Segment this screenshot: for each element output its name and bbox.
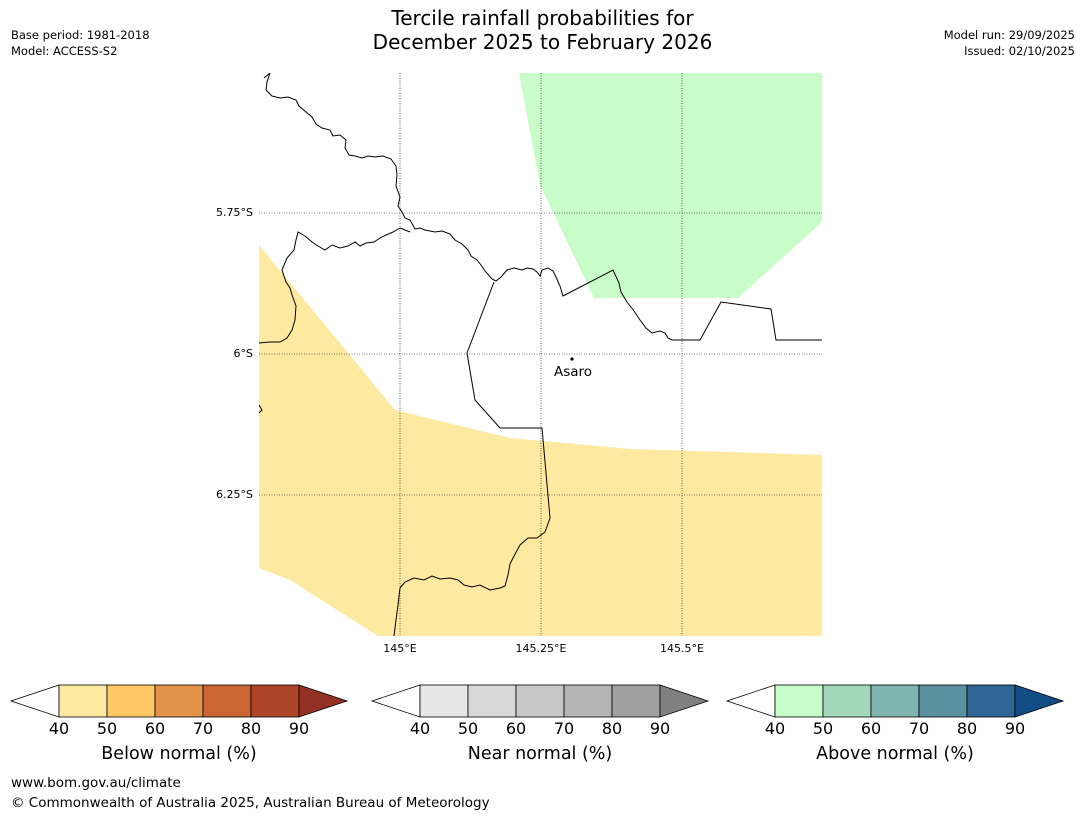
asaro-marker xyxy=(570,357,574,361)
colorbar-above-tick: 80 xyxy=(956,719,978,738)
base-period: Base period: 1981-2018 xyxy=(11,28,150,42)
lon-tick: 145.5°E xyxy=(660,642,704,655)
model-name: Model: ACCESS-S2 xyxy=(11,44,118,58)
colorbar-above-segment xyxy=(966,684,1016,718)
colorbar-near-segment xyxy=(467,684,517,718)
colorbar-below-label: Below normal (%) xyxy=(101,744,257,764)
colorbar-above-tick: 70 xyxy=(908,719,930,738)
title-line-2: December 2025 to February 2026 xyxy=(372,30,713,54)
lon-tick: 145°E xyxy=(383,642,417,655)
colorbar-below-tick: 40 xyxy=(48,719,70,738)
meta-left: Base period: 1981-2018 Model: ACCESS-S2 xyxy=(11,27,150,59)
colorbar-below-tick: 90 xyxy=(288,719,310,738)
west-coast xyxy=(259,227,411,344)
west-edge-detail xyxy=(259,404,263,414)
colorbar-above-segment xyxy=(774,684,824,718)
above-normal-region xyxy=(519,73,822,298)
place-label-asaro: Asaro xyxy=(554,364,593,380)
issued-date: Issued: 02/10/2025 xyxy=(964,44,1075,58)
colorbar-below-segment xyxy=(106,684,156,718)
coastline xyxy=(263,73,822,341)
lat-tick: 5.75°S xyxy=(216,206,253,219)
colorbar-below-extend xyxy=(298,684,349,718)
colorbar-near-tick: 80 xyxy=(601,719,623,738)
colorbar-above-tick: 60 xyxy=(860,719,882,738)
below-normal-region xyxy=(259,245,822,636)
colorbar-above-tick: 50 xyxy=(812,719,834,738)
footer-url[interactable]: www.bom.gov.au/climate xyxy=(11,775,181,791)
colorbar-below-segment xyxy=(250,684,300,718)
colorbar-near-segment xyxy=(515,684,565,718)
colorbar-above-segment xyxy=(822,684,872,718)
colorbar-near-tick: 40 xyxy=(409,719,431,738)
colorbar-below-tick: 80 xyxy=(240,719,262,738)
colorbar-below-segment xyxy=(154,684,204,718)
colorbar-above-extend xyxy=(1014,684,1065,718)
meta-right: Model run: 29/09/2025 Issued: 02/10/2025 xyxy=(944,27,1075,59)
colorbar-above-label: Above normal (%) xyxy=(816,744,974,764)
colorbar-above-tick: 90 xyxy=(1004,719,1026,738)
footer-copyright: © Commonwealth of Australia 2025, Austra… xyxy=(11,795,490,811)
colorbar-near-tick: 70 xyxy=(553,719,575,738)
colorbar-near-tick: 60 xyxy=(505,719,527,738)
colorbar-above-segment xyxy=(870,684,920,718)
map-title: Tercile rainfall probabilities for Decem… xyxy=(0,6,1085,54)
lon-tick: 145.25°E xyxy=(515,642,567,655)
lat-tick: 6°S xyxy=(233,347,253,360)
model-run: Model run: 29/09/2025 xyxy=(943,28,1075,42)
colorbar-above-tick: 40 xyxy=(764,719,786,738)
colorbar-below-segment xyxy=(202,684,252,718)
colorbar-above-segment xyxy=(918,684,968,718)
lat-tick: 6.25°S xyxy=(216,488,253,501)
colorbar-below-tick: 60 xyxy=(144,719,166,738)
colorbar-near-label: Near normal (%) xyxy=(467,744,613,764)
title-line-1: Tercile rainfall probabilities for xyxy=(391,6,694,30)
colorbar-near-segment xyxy=(419,684,469,718)
colorbar-below-segment xyxy=(58,684,108,718)
colorbar-near-extend xyxy=(659,684,710,718)
colorbar-below-tick: 50 xyxy=(96,719,118,738)
colorbar-near-segment xyxy=(563,684,613,718)
colorbar-below xyxy=(9,684,349,718)
colorbar-near xyxy=(370,684,710,718)
province-boundary xyxy=(393,281,551,636)
colorbar-above xyxy=(725,684,1065,718)
colorbar-near-tick: 90 xyxy=(649,719,671,738)
colorbar-near-segment xyxy=(611,684,661,718)
colorbar-near-tick: 50 xyxy=(457,719,479,738)
colorbar-below-tick: 70 xyxy=(192,719,214,738)
